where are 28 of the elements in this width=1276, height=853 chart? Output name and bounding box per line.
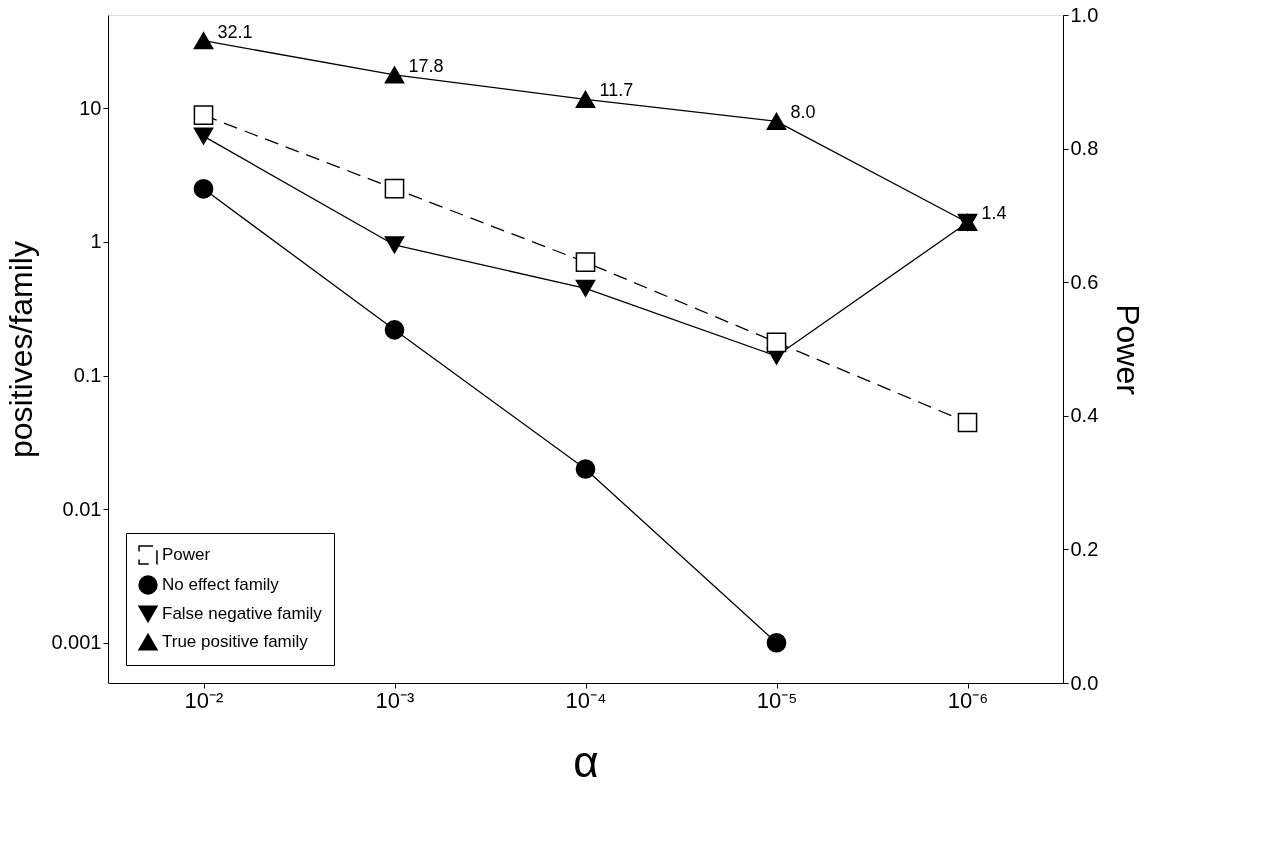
y2-tick-label: 0.8 — [1070, 137, 1099, 160]
y2-tick-label: 1.0 — [1070, 3, 1099, 26]
y-tick-label: 0.01 — [62, 497, 102, 520]
x-tick-label: 10⁻⁴ — [565, 687, 607, 713]
x-tick-label: 10⁻³ — [375, 687, 415, 713]
data-label: 1.4 — [981, 203, 1007, 224]
y-tick-label: 0.001 — [51, 631, 102, 654]
y2-axis-title: Power — [1110, 304, 1147, 396]
y2-tick-label: 0.0 — [1070, 671, 1099, 694]
y2-tick-label: 0.6 — [1070, 270, 1099, 293]
y2-tick-label: 0.2 — [1070, 537, 1099, 560]
y-tick-label: 0.1 — [73, 364, 102, 387]
data-label: 17.8 — [408, 55, 444, 76]
data-label: 32.1 — [217, 21, 253, 42]
x-tick-label: 10⁻⁶ — [947, 687, 989, 713]
data-label: 8.0 — [790, 102, 816, 123]
legend-label: Power — [162, 545, 211, 564]
legend-label: True positive family — [162, 632, 309, 651]
x-axis-title: α — [573, 736, 599, 786]
x-tick-label: 10⁻² — [184, 687, 224, 713]
legend-label: False negative family — [162, 604, 323, 623]
legend-label: No effect family — [162, 575, 280, 594]
data-label: 11.7 — [599, 80, 634, 101]
x-tick-label: 10⁻⁵ — [756, 687, 798, 713]
y-axis-title: positives/family — [3, 241, 40, 458]
y2-tick-label: 0.4 — [1070, 404, 1099, 427]
y-tick-label: 10 — [79, 96, 102, 119]
y-tick-label: 1 — [90, 230, 102, 253]
